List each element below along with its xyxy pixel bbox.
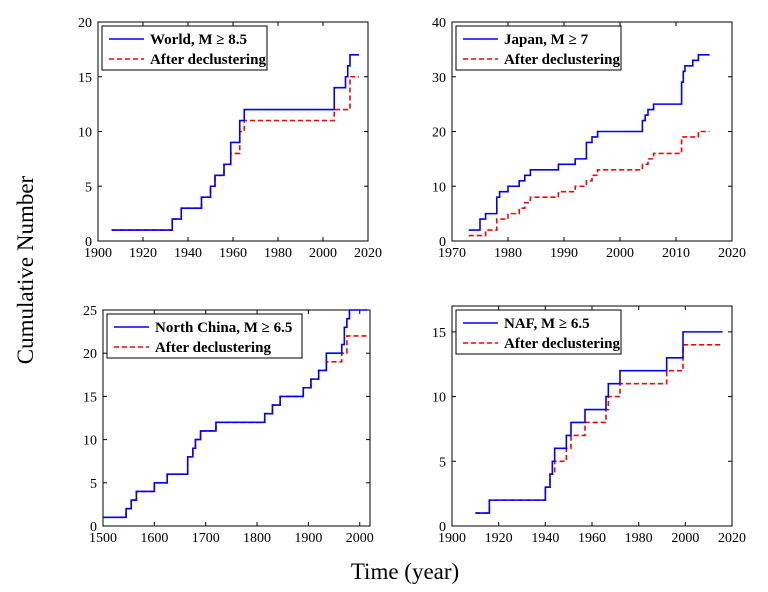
chart-panel-4: 1900 1920 1940 1960 1980 2000 2020 0 5 10 15 NAF, M…	[432, 305, 746, 546]
series-line-catalog	[103, 309, 368, 519]
y-tick-label: 15	[432, 326, 446, 341]
x-tick-label: 2000	[671, 531, 699, 546]
x-tick-label: 1900	[438, 531, 466, 546]
y-tick-label: 5	[85, 180, 92, 195]
x-tick-label: 1900	[84, 246, 112, 261]
legend-entry: After declustering	[504, 52, 620, 68]
x-tick-label: 1940	[531, 531, 559, 546]
y-tick-label: 10	[432, 391, 446, 406]
y-tick-label: 15	[83, 390, 97, 405]
legend: North China, M ≥ 6.5 After declustering	[106, 313, 303, 359]
x-tick-label: 2000	[346, 531, 374, 546]
y-tick-label: 0	[90, 520, 97, 535]
series-line-catalog	[468, 54, 710, 231]
legend-entry: After declustering	[150, 52, 266, 68]
legend-box	[455, 25, 622, 71]
x-tick-label: 1500	[89, 531, 117, 546]
x-tick-label: 1600	[140, 531, 168, 546]
figure-ylabel: Cumulative Number	[13, 175, 38, 364]
x-tick-label: 1980	[494, 246, 522, 261]
x-tick-label: 1980	[264, 246, 292, 261]
x-tick-label: 2020	[354, 246, 382, 261]
legend-entry: World, M ≥ 8.5	[150, 32, 247, 48]
chart-panel-1: 1900 1920 1940 1960 1980 2000 2020 0 5 10 15 20 Worl…	[78, 16, 382, 261]
series-line-catalog	[475, 331, 723, 514]
series-line-catalog	[111, 54, 359, 231]
x-tick-label: 2010	[662, 246, 690, 261]
chart-panels: 1900 1920 1940 1960 1980 2000 202005101520Worl…	[78, 16, 746, 546]
legend-entry: North China, M ≥ 6.5	[155, 320, 292, 336]
x-tick-label: 1800	[243, 531, 271, 546]
y-tick-label: 10	[78, 126, 92, 141]
x-tick-label: 1940	[174, 246, 202, 261]
legend-entry: Japan, M ≥ 7	[504, 32, 589, 48]
y-tick-label: 10	[432, 180, 446, 195]
y-tick-label: 30	[432, 71, 446, 86]
series-line-declustered	[468, 130, 710, 237]
y-tick-label: 15	[78, 71, 92, 86]
x-tick-label: 2020	[718, 531, 746, 546]
legend-box	[455, 309, 622, 355]
x-tick-label: 1920	[129, 246, 157, 261]
legend-entry: After declustering	[504, 336, 620, 352]
legend-entry: After declustering	[155, 340, 271, 356]
x-tick-label: 1960	[578, 531, 606, 546]
y-tick-label: 0	[85, 235, 92, 250]
y-tick-label: 10	[83, 434, 97, 449]
y-tick-label: 20	[83, 347, 97, 362]
y-tick-label: 5	[90, 477, 97, 492]
x-tick-label: 1990	[550, 246, 578, 261]
legend: NAF, M ≥ 6.5 After declustering	[455, 309, 622, 355]
y-tick-label: 20	[432, 126, 446, 141]
legend-box	[106, 313, 303, 359]
legend: Japan, M ≥ 7 After declustering	[455, 25, 622, 71]
x-tick-label: 1970	[438, 246, 466, 261]
y-tick-label: 40	[432, 16, 446, 31]
x-tick-label: 1700	[192, 531, 220, 546]
legend: World, M ≥ 8.5 After declustering	[101, 25, 268, 71]
x-tick-label: 2000	[606, 246, 634, 261]
chart-panel-2: 1970 1980 1990 2000 2010 2020 0 10 20 30 40 Japan, …	[432, 16, 746, 261]
figure-xlabel: Time (year)	[351, 559, 459, 584]
legend-box	[101, 25, 268, 71]
x-tick-label: 1980	[625, 531, 653, 546]
x-tick-label: 1920	[485, 531, 513, 546]
y-tick-label: 20	[78, 16, 92, 31]
x-tick-label: 1900	[294, 531, 322, 546]
y-tick-label: 25	[83, 304, 97, 319]
y-tick-label: 0	[439, 235, 446, 250]
legend-entry: NAF, M ≥ 6.5	[504, 316, 590, 332]
y-tick-label: 5	[439, 455, 446, 470]
x-tick-label: 2000	[309, 246, 337, 261]
y-tick-label: 0	[439, 520, 446, 535]
x-tick-label: 1960	[219, 246, 247, 261]
chart-panel-3: 1500 1600 1700 1800 1900 2000 0 5 10 15 20 25 North …	[83, 304, 374, 546]
x-tick-label: 2020	[718, 246, 746, 261]
